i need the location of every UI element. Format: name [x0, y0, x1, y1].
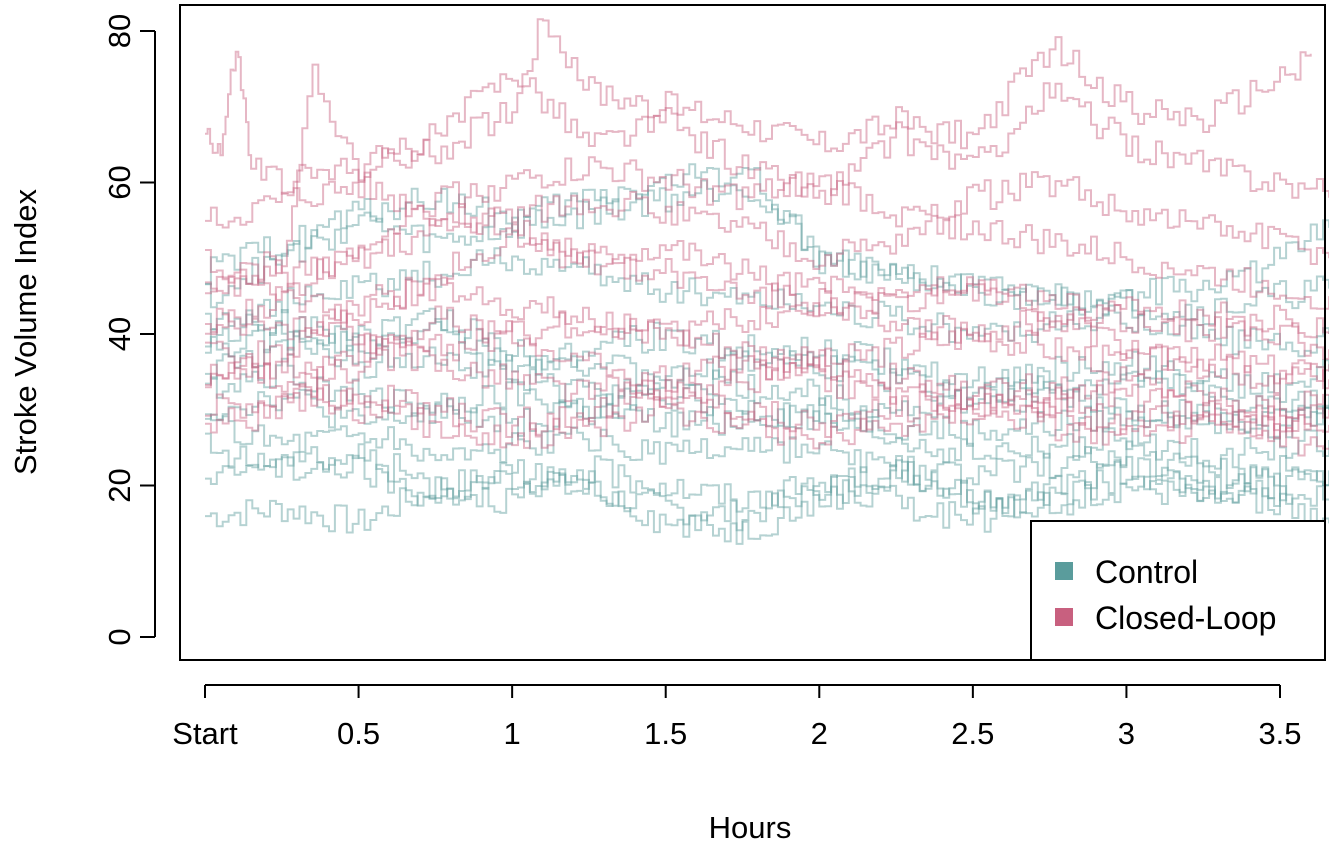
legend: Control Closed-Loop: [1030, 520, 1326, 661]
x-tick-label: 1.5: [644, 716, 687, 751]
legend-box: [1030, 520, 1326, 661]
x-axis-title: Hours: [709, 810, 792, 842]
closed-loop-series-line-3: [205, 156, 1329, 333]
x-tick-label: 0.5: [337, 716, 380, 751]
x-tick-label: 3: [1118, 716, 1135, 751]
control-series-line-5: [205, 307, 1329, 439]
control-series-line-11: [205, 413, 1329, 502]
closed-loop-series-line-12: [205, 171, 1329, 297]
control-legend-swatch: [1055, 562, 1073, 580]
y-tick-label: 20: [102, 468, 137, 502]
x-tick-label: 2: [811, 716, 828, 751]
control-series-line-2: [205, 446, 1329, 545]
closed-loop-series-line-9: [205, 353, 1329, 457]
y-axis: 0 20 40 60 80: [102, 14, 156, 646]
control-series-line-8: [205, 163, 1329, 316]
closed-loop-legend-label: Closed-Loop: [1095, 600, 1276, 636]
closed-loop-series-line-11: [205, 305, 1329, 421]
y-tick-label: 0: [102, 628, 137, 645]
closed-loop-series-line-8: [205, 274, 1329, 394]
plot-frame: [179, 4, 1326, 661]
control-series-line-4: [205, 378, 1329, 447]
control-legend-label: Control: [1095, 554, 1198, 590]
x-tick-label: Start: [172, 716, 238, 751]
y-tick-label: 40: [102, 317, 137, 351]
closed-loop-series-line-10: [205, 171, 1329, 343]
control-series-line-12: [205, 309, 1329, 415]
x-tick-label: 2.5: [951, 716, 994, 751]
control-series-line-10: [205, 357, 1329, 470]
closed-loop-series-line-6: [205, 384, 1329, 438]
closed-loop-legend-swatch: [1055, 608, 1073, 626]
control-series-line-1: [205, 455, 1329, 534]
series-layer: [205, 18, 1329, 545]
control-series-line-3: [205, 432, 1329, 533]
y-tick-label: 80: [102, 14, 137, 48]
closed-loop-series-line-1: [205, 18, 1312, 197]
x-axis: Start 0.5 1 1.5 2 2.5 3 3.5: [172, 684, 1302, 751]
y-tick-label: 60: [102, 165, 137, 199]
x-tick-label: 1: [504, 716, 521, 751]
y-axis-title: Stroke Volume Index: [8, 188, 43, 475]
closed-loop-series-line-4: [205, 229, 1329, 386]
closed-loop-series-line-5: [205, 311, 1329, 419]
closed-loop-series-line-7: [205, 249, 1329, 439]
closed-loop-series-line-2: [205, 63, 1329, 295]
x-tick-label: 3.5: [1258, 716, 1301, 751]
control-series-line-7: [205, 179, 1329, 326]
control-series-line-9: [205, 320, 1329, 406]
control-series-line-6: [205, 247, 1329, 358]
